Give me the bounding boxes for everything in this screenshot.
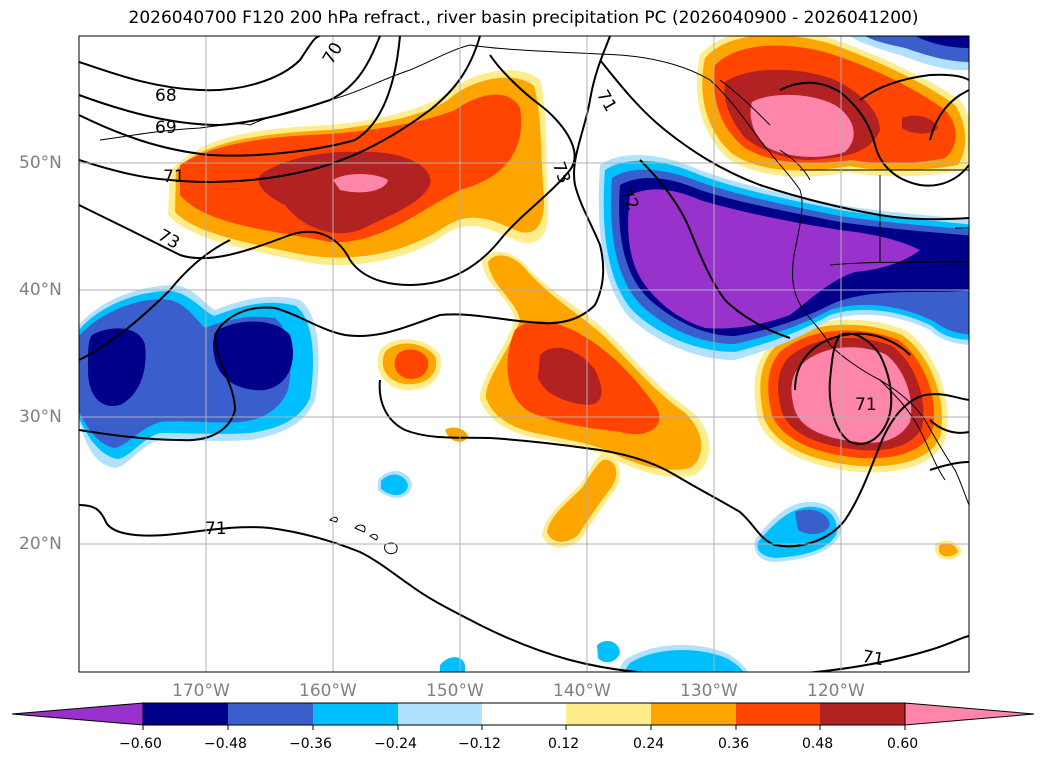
colorbar-tick-label: −0.36 — [289, 736, 332, 752]
contour-label: 71 — [592, 87, 620, 116]
positive-anomaly-gulf-alaska — [168, 70, 549, 265]
lat-label-40n: 40°N — [19, 280, 62, 300]
negative-anomaly-west-coast — [598, 154, 969, 360]
negative-anomaly-subtropical-west — [79, 285, 412, 498]
colorbar-tick-label: 0.60 — [887, 736, 919, 752]
colorbar-tick-label: −0.24 — [374, 736, 417, 752]
colorbar-segment — [820, 703, 905, 725]
contour-label: 71 — [163, 167, 185, 187]
contour-label: 71 — [855, 395, 877, 415]
colorbar-tick-label: −0.48 — [204, 736, 247, 752]
precip-fill-layer — [79, 36, 969, 672]
colorbar-tick-label: −0.60 — [119, 736, 162, 752]
colorbar — [11, 702, 1035, 730]
colorbar-tick-label: 0.12 — [548, 736, 580, 752]
colorbar-tick-label: 0.48 — [802, 736, 834, 752]
contour-label: 70 — [319, 39, 347, 68]
map-frame — [78, 35, 970, 673]
positive-anomaly-central-pacific — [377, 251, 962, 560]
positive-anomaly-california — [754, 319, 948, 473]
lat-label-20n: 20°N — [19, 534, 62, 554]
contour-label: 71 — [861, 647, 886, 670]
colorbar-tick-label: −0.12 — [458, 736, 501, 752]
colorbar-min-extend — [11, 702, 144, 726]
lon-label-120w: 120°W — [807, 681, 865, 701]
colorbar-segment — [736, 703, 820, 725]
colorbar-tick-label: 0.36 — [718, 736, 750, 752]
lon-label-140w: 140°W — [553, 681, 611, 701]
lat-label-30n: 30°N — [19, 407, 62, 427]
positive-anomaly-pacific-northwest — [696, 36, 969, 177]
colorbar-segment — [313, 703, 398, 725]
colorbar-segment — [228, 703, 313, 725]
lon-label-150w: 150°W — [426, 681, 484, 701]
contour-label: 69 — [155, 118, 177, 138]
colorbar-segment — [143, 703, 228, 725]
colorbar-segment — [651, 703, 736, 725]
lon-label-170w: 170°W — [172, 681, 230, 701]
grid-lines — [79, 36, 969, 672]
lat-label-50n: 50°N — [19, 153, 62, 173]
contour-label: 73 — [154, 226, 183, 254]
map-title: 2026040700 F120 200 hPa refract., river … — [128, 8, 919, 28]
colorbar-segment — [482, 703, 566, 725]
colorbar-segment — [566, 703, 651, 725]
lon-label-130w: 130°W — [680, 681, 738, 701]
refractivity-contours — [79, 36, 969, 672]
contour-label: 68 — [155, 86, 177, 106]
contour-label: 71 — [205, 519, 227, 539]
colorbar-segment — [398, 703, 482, 725]
colorbar-outline — [142, 702, 906, 726]
colorbar-tick-label: 0.24 — [633, 736, 665, 752]
lon-label-160w: 160°W — [299, 681, 357, 701]
colorbar-max-extend — [904, 702, 1035, 726]
